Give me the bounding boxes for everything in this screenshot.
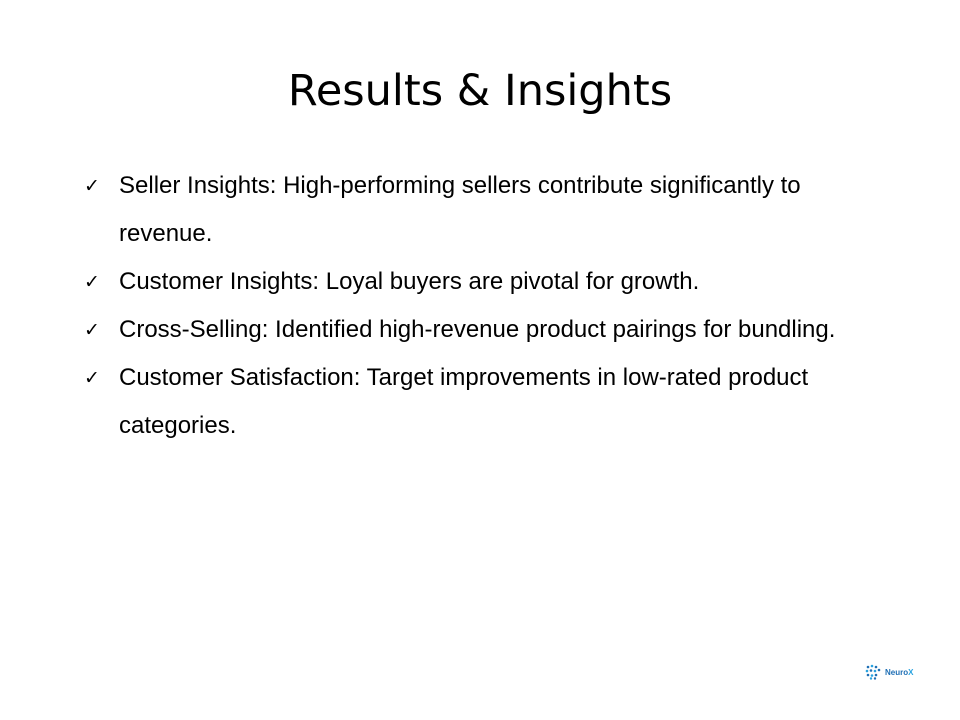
slide-title: Results & Insights [287, 66, 673, 116]
bullet-text: Seller Insights: High-performing sellers… [119, 172, 801, 247]
checkmark-icon: ✓ [84, 367, 100, 389]
logo-text: NeuroX [885, 668, 913, 677]
checkmark-icon: ✓ [84, 319, 100, 341]
neurox-logo: NeuroX [865, 664, 913, 680]
insights-list: ✓ Seller Insights: High-performing selle… [84, 162, 894, 450]
bullet-text: Customer Satisfaction: Target improvemen… [119, 364, 809, 439]
logo-text-main: Neuro [885, 667, 909, 677]
list-item-seller-insights: ✓ Seller Insights: High-performing selle… [84, 162, 894, 258]
list-item-cross-selling: ✓ Cross-Selling: Identified high-revenue… [84, 306, 894, 354]
neurox-logo-icon [865, 664, 881, 680]
logo-text-accent: X [908, 667, 914, 677]
checkmark-icon: ✓ [84, 271, 100, 293]
list-item-customer-satisfaction: ✓ Customer Satisfaction: Target improvem… [84, 354, 894, 450]
list-item-customer-insights: ✓ Customer Insights: Loyal buyers are pi… [84, 258, 894, 306]
checkmark-icon: ✓ [84, 175, 100, 197]
bullet-text: Customer Insights: Loyal buyers are pivo… [119, 268, 700, 295]
bullet-text: Cross-Selling: Identified high-revenue p… [119, 316, 836, 343]
